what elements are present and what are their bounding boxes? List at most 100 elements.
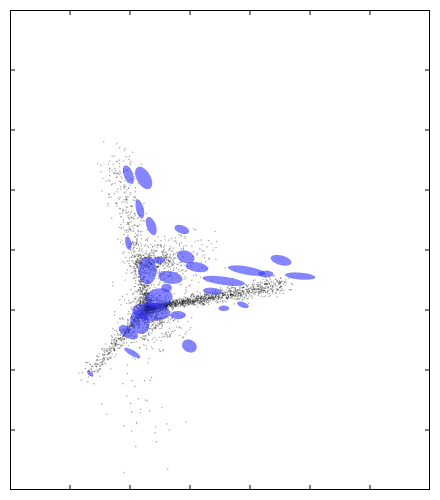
scatter-point bbox=[114, 342, 116, 344]
scatter-point bbox=[173, 302, 176, 305]
scatter-point bbox=[135, 263, 137, 265]
scatter-point bbox=[128, 221, 130, 224]
scatter-point bbox=[258, 288, 260, 290]
scatter-point bbox=[136, 247, 138, 250]
scatter-point bbox=[223, 295, 225, 297]
scatter-point bbox=[120, 172, 122, 174]
scatter-point bbox=[143, 298, 145, 301]
scatter-point bbox=[191, 299, 193, 302]
scatter-point bbox=[158, 263, 160, 265]
scatter-point bbox=[243, 290, 245, 293]
scatter-point bbox=[242, 290, 244, 292]
scatter-point bbox=[126, 337, 128, 340]
scatter-point bbox=[222, 294, 224, 296]
scatter-point bbox=[145, 334, 147, 337]
scatter-point bbox=[187, 300, 189, 303]
scatter-point bbox=[151, 323, 153, 326]
scatter-point bbox=[222, 292, 224, 294]
scatter-point bbox=[100, 164, 102, 167]
scatter-point bbox=[279, 289, 282, 292]
scatter-point bbox=[215, 294, 217, 297]
scatter-point bbox=[135, 296, 137, 298]
component-ellipse bbox=[202, 275, 245, 286]
scatter-point bbox=[153, 254, 156, 257]
scatter-point bbox=[191, 279, 193, 282]
scatter-point bbox=[276, 280, 278, 282]
scatter-point bbox=[254, 293, 256, 296]
scatter-point bbox=[148, 255, 151, 258]
scatter-point bbox=[133, 250, 136, 252]
scatter-point bbox=[140, 283, 143, 285]
scatter-point bbox=[189, 302, 191, 305]
scatter-point bbox=[226, 294, 228, 297]
scatter-point bbox=[249, 293, 251, 295]
scatter-point bbox=[235, 295, 237, 297]
scatter-point bbox=[130, 430, 133, 432]
scatter-point bbox=[170, 259, 172, 261]
scatter-point bbox=[264, 283, 266, 285]
scatter-point bbox=[172, 261, 174, 263]
scatter-point bbox=[212, 296, 214, 299]
scatter-point bbox=[125, 198, 127, 200]
scatter-point bbox=[237, 291, 239, 293]
scatter-point bbox=[202, 303, 205, 305]
scatter-point bbox=[242, 291, 244, 293]
scatter-point bbox=[221, 292, 223, 295]
scatter-point bbox=[230, 293, 232, 295]
scatter-point bbox=[140, 336, 142, 338]
scatter-point bbox=[99, 359, 101, 361]
scatter-point bbox=[99, 365, 102, 367]
scatter-point bbox=[194, 304, 196, 306]
scatter-point bbox=[180, 261, 182, 264]
scatter-point bbox=[259, 292, 261, 294]
scatter-point bbox=[258, 285, 261, 287]
component-ellipse bbox=[152, 256, 166, 264]
scatter-point bbox=[185, 244, 187, 247]
scatter-point bbox=[201, 302, 204, 304]
scatter-point bbox=[126, 269, 129, 271]
scatter-point bbox=[190, 326, 192, 329]
scatter-point bbox=[210, 297, 212, 299]
scatter-point bbox=[181, 301, 183, 303]
scatter-point bbox=[204, 294, 206, 296]
scatter-point bbox=[156, 325, 158, 327]
scatter-point bbox=[128, 324, 131, 326]
scatter-point bbox=[144, 287, 147, 289]
scatter-point bbox=[190, 300, 192, 303]
scatter-point bbox=[246, 285, 249, 288]
scatter-point bbox=[165, 305, 168, 307]
scatter-point bbox=[95, 365, 98, 368]
scatter-point bbox=[232, 286, 235, 289]
scatter-point bbox=[271, 285, 274, 287]
scatter-point bbox=[124, 229, 126, 232]
scatter-point bbox=[164, 254, 166, 256]
scatter-point bbox=[192, 275, 195, 277]
scatter-point bbox=[260, 290, 262, 292]
scatter-point bbox=[122, 243, 124, 246]
scatter-point bbox=[103, 348, 106, 350]
scatter-point bbox=[197, 294, 200, 296]
scatter-point bbox=[140, 290, 143, 292]
scatter-point bbox=[183, 278, 185, 280]
scatter-point bbox=[208, 300, 210, 302]
scatter-point bbox=[132, 182, 134, 185]
scatter-point bbox=[227, 295, 230, 298]
scatter-point bbox=[119, 346, 121, 349]
scatter-point bbox=[237, 288, 239, 291]
scatter-point bbox=[231, 294, 233, 296]
scatter-point bbox=[196, 296, 198, 298]
scatter-point bbox=[192, 303, 194, 305]
scatter-point bbox=[105, 349, 107, 351]
scatter-point bbox=[222, 295, 224, 297]
scatter-point bbox=[126, 323, 129, 325]
scatter-point bbox=[152, 328, 154, 330]
scatter-point bbox=[268, 282, 271, 285]
scatter-point bbox=[141, 298, 144, 300]
scatter-point bbox=[137, 297, 140, 300]
scatter-point bbox=[120, 340, 122, 342]
scatter-point bbox=[131, 240, 134, 243]
scatter-point bbox=[171, 250, 174, 253]
scatter-point bbox=[200, 298, 202, 300]
scatter-point bbox=[196, 295, 198, 298]
scatter-point bbox=[154, 324, 156, 326]
